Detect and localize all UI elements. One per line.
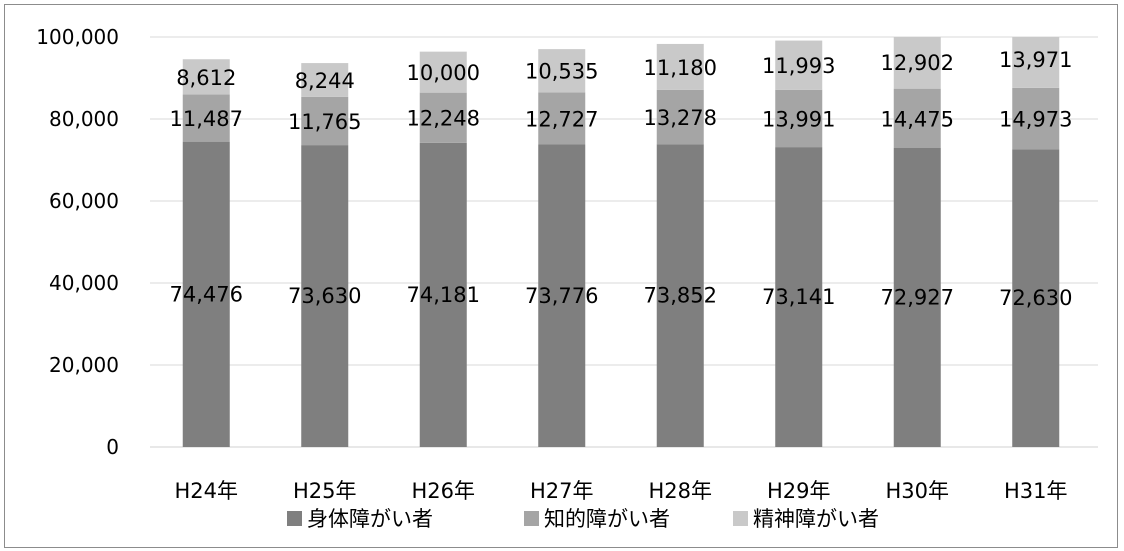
legend-label: 身体障がい者: [307, 507, 433, 531]
data-label: 74,181: [407, 283, 480, 307]
x-tick-label: H25年: [293, 479, 357, 503]
bar-segment: [301, 63, 349, 97]
data-label: 11,993: [762, 54, 835, 78]
data-label: 72,630: [999, 286, 1072, 310]
x-tick-label: H30年: [885, 479, 949, 503]
bar-segment: [893, 88, 941, 148]
data-label: 74,476: [170, 282, 243, 306]
bar-segment: [419, 92, 467, 143]
bar-segment: [301, 96, 349, 146]
legend-label: 精神障がい者: [753, 507, 879, 531]
bar-segment: [1012, 87, 1060, 150]
bar-segment: [1012, 37, 1060, 88]
bar-segment: [538, 92, 586, 145]
bar-segment: [775, 89, 823, 148]
data-label: 8,244: [295, 69, 355, 93]
data-label: 11,487: [170, 107, 243, 131]
legend-swatch: [287, 511, 302, 526]
data-label: 11,765: [288, 110, 361, 134]
y-tick-label: 100,000: [36, 25, 119, 49]
legend-swatch: [733, 511, 748, 526]
bar-segment: [538, 49, 586, 93]
data-label: 12,727: [525, 107, 598, 131]
data-label: 10,000: [407, 61, 480, 85]
x-tick-label: H29年: [767, 479, 831, 503]
data-label: 73,141: [762, 285, 835, 309]
legend-label: 知的障がい者: [544, 507, 670, 531]
bar-segment: [656, 144, 704, 448]
y-tick-label: 20,000: [49, 353, 119, 377]
data-label: 11,180: [644, 56, 717, 80]
bar-segment: [1012, 149, 1060, 448]
data-label: 8,612: [176, 66, 236, 90]
legend-swatch: [524, 511, 539, 526]
x-tick-label: H28年: [648, 479, 712, 503]
bar-segment: [419, 142, 467, 447]
x-tick-label: H26年: [411, 479, 475, 503]
bar-segment: [656, 89, 704, 145]
bar-segment: [419, 51, 467, 93]
data-label: 73,630: [288, 284, 361, 308]
data-label: 13,971: [999, 48, 1072, 72]
data-label: 14,475: [881, 107, 954, 131]
bar-segment: [893, 37, 941, 89]
bar-segment: [182, 94, 230, 142]
data-label: 73,776: [525, 284, 598, 308]
data-label: 73,852: [644, 284, 717, 308]
data-label: 13,991: [762, 107, 835, 131]
bar-segment: [538, 144, 586, 447]
y-tick-label: 0: [106, 435, 119, 459]
data-label: 14,973: [999, 108, 1072, 132]
data-label: 72,927: [881, 285, 954, 309]
x-tick-label: H31年: [1004, 479, 1068, 503]
bar-segment: [182, 141, 230, 447]
y-tick-label: 60,000: [49, 189, 119, 213]
data-label: 12,902: [881, 51, 954, 75]
data-label: 12,248: [407, 107, 480, 131]
y-tick-label: 40,000: [49, 271, 119, 295]
data-label: 10,535: [525, 60, 598, 84]
bar-segment: [893, 147, 941, 447]
y-tick-label: 80,000: [49, 107, 119, 131]
x-tick-label: H27年: [530, 479, 594, 503]
bar-segment: [775, 147, 823, 448]
data-label: 13,278: [644, 106, 717, 130]
x-tick-label: H24年: [174, 479, 238, 503]
bar-segment: [301, 145, 349, 447]
bar-segment: [775, 40, 823, 90]
bar-segment: [182, 59, 230, 95]
bar-segment: [656, 43, 704, 90]
